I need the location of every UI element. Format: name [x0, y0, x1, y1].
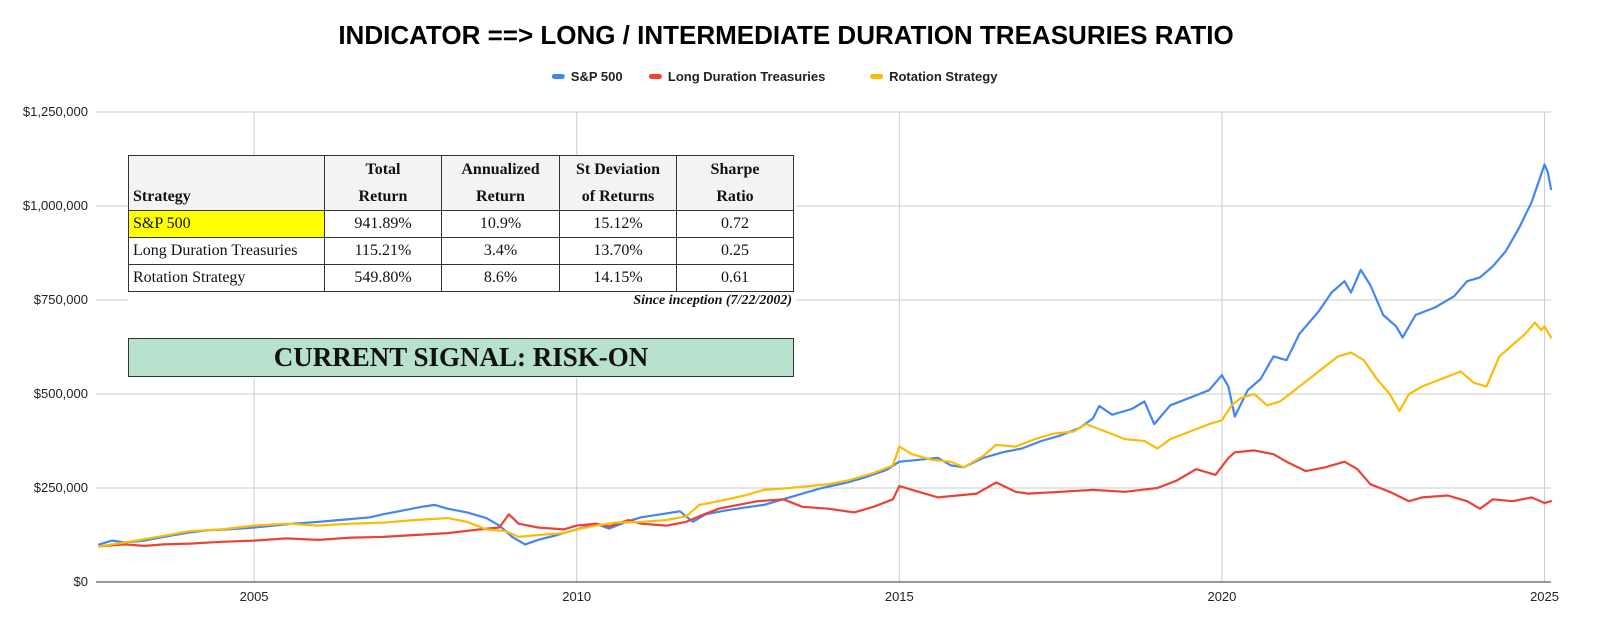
since-inception-note: Since inception (7/22/2002) [633, 293, 792, 308]
header-annualized-return-line1: Annualized [461, 161, 540, 178]
stats-panel: Strategy Total Return Annualized Return St… [128, 155, 796, 378]
header-sharpe-ratio: Sharpe Ratio [676, 155, 794, 211]
x-tick-label: 2015 [885, 589, 914, 604]
series-line-long-duration-treasuries [98, 449, 1553, 548]
header-strategy-line2: Strategy [133, 188, 191, 205]
legend-swatch-s-p-500 [551, 74, 565, 79]
cell-st-deviation: 13.70% [559, 237, 677, 265]
header-sharpe-ratio-line1: Sharpe [710, 161, 760, 178]
header-st-deviation-line1: St Deviation [576, 161, 660, 178]
header-total-return-line1: Total [365, 161, 401, 178]
x-tick-label: 2010 [562, 589, 591, 604]
cell-st-deviation: 14.15% [559, 264, 677, 292]
stats-header-row: Strategy Total Return Annualized Return St… [128, 155, 794, 211]
header-total-return-line2: Return [358, 188, 408, 205]
cell-sharpe-ratio: 0.72 [676, 210, 794, 238]
legend: S&P 500 Long Duration Treasuries Rotation … [551, 69, 998, 84]
header-annualized-return: Annualized Return [441, 155, 560, 211]
cell-strategy: Long Duration Treasuries [128, 237, 325, 265]
stats-table: Strategy Total Return Annualized Return St… [128, 155, 794, 292]
header-annualized-return-line2: Return [476, 188, 525, 205]
x-tick-label: 2025 [1530, 589, 1559, 604]
series-line-rotation-strategy [98, 321, 1553, 548]
cell-total-return: 941.89% [324, 210, 442, 238]
cell-annualized-return: 3.4% [441, 237, 560, 265]
header-st-deviation: St Deviation of Returns [559, 155, 677, 211]
y-tick-label: $750,000 [34, 292, 88, 307]
legend-label-s-p-500: S&P 500 [571, 69, 623, 84]
current-signal-banner: CURRENT SIGNAL: RISK-ON [128, 338, 794, 377]
chart-title: INDICATOR ==> LONG / INTERMEDIATE DURATI… [338, 20, 1233, 50]
cell-total-return: 115.21% [324, 237, 442, 265]
header-strategy: Strategy [128, 155, 325, 211]
header-total-return: Total Return [324, 155, 442, 211]
y-tick-label: $500,000 [34, 386, 88, 401]
cell-st-deviation: 15.12% [559, 210, 677, 238]
cell-sharpe-ratio: 0.25 [676, 237, 794, 265]
legend-swatch-rotation-strategy [870, 74, 884, 79]
legend-swatch-long-duration-treasuries [648, 74, 662, 79]
cell-annualized-return: 10.9% [441, 210, 560, 238]
y-tick-label: $250,000 [34, 480, 88, 495]
cell-strategy: S&P 500 [128, 210, 325, 238]
legend-label-rotation-strategy: Rotation Strategy [889, 69, 998, 84]
header-sharpe-ratio-line2: Ratio [716, 188, 754, 205]
x-tick-label: 2005 [240, 589, 269, 604]
table-row: S&P 500 941.89% 10.9% 15.12% 0.72 [128, 210, 794, 238]
y-tick-label: $1,000,000 [23, 198, 88, 213]
x-axis: 2005 2010 2015 2020 2025 [96, 581, 1559, 604]
cell-total-return: 549.80% [324, 264, 442, 292]
y-tick-label: $1,250,000 [23, 104, 88, 119]
table-row: Rotation Strategy 549.80% 8.6% 14.15% 0.… [128, 264, 794, 292]
y-tick-label: $0 [74, 574, 88, 589]
legend-label-long-duration-treasuries: Long Duration Treasuries [668, 69, 825, 84]
header-st-deviation-line2: of Returns [581, 188, 655, 205]
series-lines [98, 163, 1553, 548]
cell-strategy: Rotation Strategy [128, 264, 325, 292]
cell-annualized-return: 8.6% [441, 264, 560, 292]
y-axis: $0 $250,000 $500,000 $750,000 $1,000,000 $1,2… [23, 104, 88, 589]
x-tick-label: 2020 [1207, 589, 1236, 604]
table-row: Long Duration Treasuries 115.21% 3.4% 13… [128, 237, 794, 265]
cell-sharpe-ratio: 0.61 [676, 264, 794, 292]
